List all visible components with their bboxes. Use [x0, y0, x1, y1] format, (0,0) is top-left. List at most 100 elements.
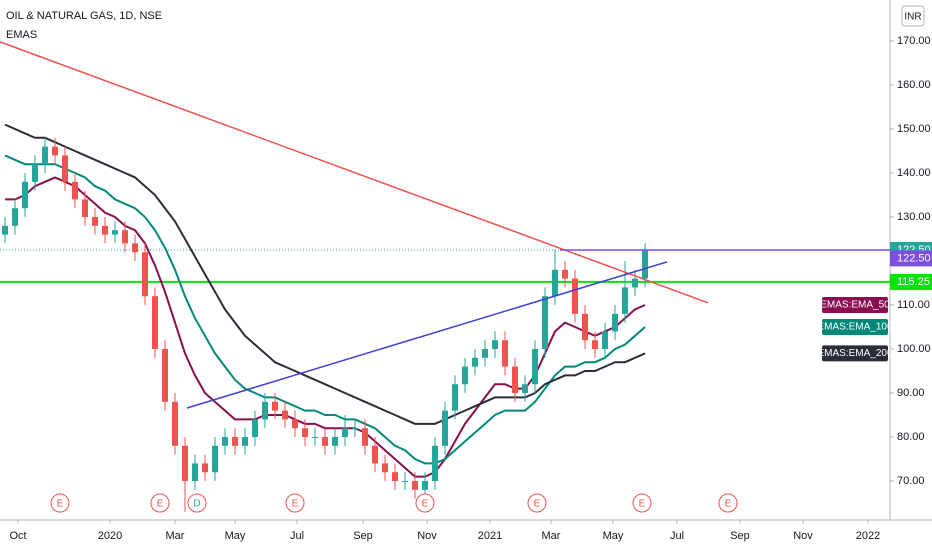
candle-body	[612, 313, 618, 332]
ema-tag: EMAS:EMA_200	[817, 348, 892, 359]
candle-body	[12, 208, 18, 226]
candle-body	[292, 419, 298, 429]
candle-body	[62, 155, 68, 182]
candle-body	[122, 230, 128, 244]
x-tick-label: Mar	[166, 530, 185, 542]
price-label: 115.25	[897, 276, 930, 288]
candle-body	[332, 437, 338, 446]
event-marker	[50, 493, 70, 513]
candle-body	[112, 230, 118, 235]
x-tick-label: 2021	[478, 530, 502, 542]
event-marker	[632, 493, 652, 513]
candle-body	[552, 269, 558, 297]
candle-body	[312, 437, 318, 439]
event-label: E	[534, 499, 541, 510]
candle-body	[402, 481, 408, 483]
currency[interactable]: INR	[904, 12, 921, 23]
candle-body	[202, 463, 208, 473]
candle-body	[522, 384, 528, 394]
candle-body	[462, 366, 468, 385]
event-label: E	[157, 499, 164, 510]
candle-body	[482, 349, 488, 358]
y-tick-label: 80.00	[897, 431, 925, 443]
candle-body	[392, 472, 398, 482]
price-label: 122.50	[897, 252, 931, 264]
candle-body	[42, 146, 48, 165]
y-tick-label: 170.00	[897, 35, 931, 47]
trend-line	[0, 41, 709, 304]
candle-body	[182, 445, 188, 482]
event-label: E	[57, 499, 64, 510]
y-tick-label: 150.00	[897, 123, 931, 135]
event-label: E	[292, 499, 299, 510]
trend-line	[186, 261, 668, 409]
event-label: E	[725, 499, 732, 510]
x-tick-label: Mar	[542, 530, 561, 542]
candle-body	[582, 313, 588, 341]
candle-body	[272, 401, 278, 411]
x-tick-label: May	[225, 530, 246, 542]
event-marker	[718, 493, 738, 513]
candle-body	[72, 181, 78, 200]
candle-body	[242, 437, 248, 446]
y-tick-label: 90.00	[897, 387, 925, 399]
candle-body	[502, 340, 508, 367]
candle-body	[232, 437, 238, 446]
ema-tag: EMAS:EMA_100	[817, 322, 892, 333]
candle-body	[542, 296, 548, 350]
candle-body	[622, 287, 628, 314]
candle-body	[222, 437, 228, 446]
candle-body	[632, 278, 638, 288]
candle-body	[22, 181, 28, 209]
candle-body	[82, 199, 88, 218]
currency-box[interactable]	[901, 5, 925, 27]
x-tick-label: Jul	[290, 530, 304, 542]
ema-tag-box	[822, 297, 888, 314]
x-tick-label: Jul	[670, 530, 684, 542]
candle-body	[432, 445, 438, 482]
candle-body	[2, 225, 8, 235]
candle-body	[262, 401, 268, 420]
candle-body	[282, 410, 288, 420]
candle-body	[352, 428, 358, 430]
event-marker	[527, 493, 547, 513]
candle-body	[412, 481, 418, 490]
y-tick-label: 140.00	[897, 167, 931, 179]
event-marker	[415, 493, 435, 513]
candle-body	[372, 445, 378, 464]
candle-body	[532, 349, 538, 385]
x-tick-label: 2022	[856, 530, 880, 542]
candle-body	[382, 463, 388, 473]
x-tick-label: Nov	[417, 530, 437, 542]
candle-body	[162, 349, 168, 402]
candle-body	[102, 225, 108, 235]
candle-body	[152, 296, 158, 350]
x-tick-label: 2020	[98, 530, 122, 542]
candle-body	[302, 428, 308, 438]
candle-body	[92, 217, 98, 226]
event-label: D	[193, 499, 200, 510]
ema-line	[4, 154, 646, 465]
candle-body	[32, 164, 38, 182]
event-marker	[150, 493, 170, 513]
candle-body	[442, 410, 448, 446]
price-label-box	[890, 250, 932, 267]
candle-body	[212, 445, 218, 473]
candle-body	[512, 366, 518, 394]
x-tick-label: Oct	[9, 530, 26, 542]
y-tick-label: 70.00	[897, 475, 925, 487]
event-marker	[187, 493, 207, 513]
candle-body	[472, 357, 478, 367]
event-label: E	[422, 499, 429, 510]
chart-title: OIL & NATURAL GAS, 1D, NSE	[6, 10, 162, 22]
candle-body	[192, 463, 198, 482]
candle-body	[422, 481, 428, 490]
candle-body	[452, 384, 458, 411]
y-tick-label: 110.00	[897, 299, 930, 311]
ema-tag: EMAS:EMA_50	[820, 300, 890, 311]
candle-body	[342, 428, 348, 438]
x-tick-label: Nov	[793, 530, 813, 542]
candle-body	[142, 252, 148, 297]
ema-tag-box	[822, 319, 888, 336]
